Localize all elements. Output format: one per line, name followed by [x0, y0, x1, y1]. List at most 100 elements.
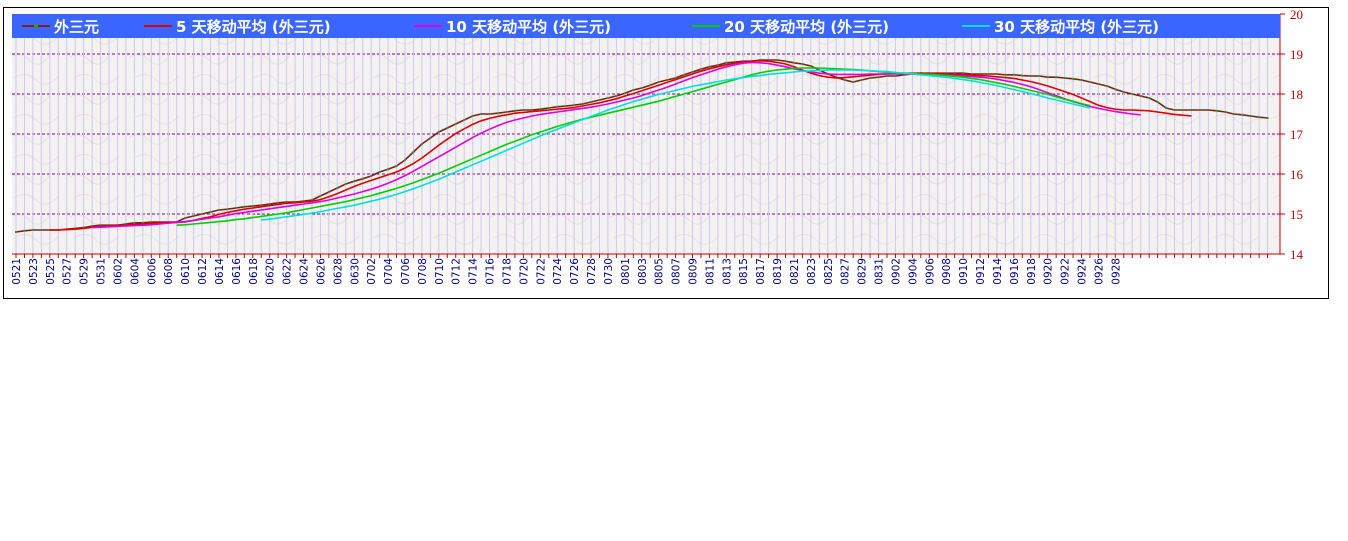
x-tick-label: 0712	[451, 258, 463, 285]
data-point	[1080, 79, 1083, 81]
legend-label: 20 天移动平均 (外三元)	[724, 18, 889, 36]
x-tick-label: 0730	[603, 258, 615, 285]
series-line-1	[49, 59, 1192, 231]
data-point	[666, 79, 669, 81]
x-tick-label: 0624	[299, 258, 311, 285]
data-point	[615, 95, 618, 97]
data-point	[843, 79, 846, 81]
data-point	[556, 105, 559, 108]
data-point	[268, 203, 271, 205]
x-tick-label: 0829	[857, 258, 869, 285]
data-point	[471, 115, 474, 117]
data-point	[1249, 115, 1252, 117]
x-tick-label: 0728	[586, 258, 598, 285]
x-tick-label: 0718	[501, 258, 513, 285]
data-point	[387, 168, 390, 171]
x-tick-label: 0704	[383, 258, 395, 285]
x-tick-label: 0910	[958, 258, 970, 285]
data-point	[310, 199, 313, 201]
data-point	[606, 97, 609, 99]
data-point	[420, 143, 423, 145]
data-point	[1241, 113, 1244, 116]
data-point	[522, 109, 525, 111]
data-point	[344, 183, 347, 185]
data-point	[378, 171, 381, 173]
data-point	[530, 109, 533, 111]
legend-label: 30 天移动平均 (外三元)	[994, 18, 1159, 36]
x-tick-label: 0523	[28, 258, 40, 285]
x-tick-label: 0912	[975, 258, 987, 285]
x-tick-label: 0813	[721, 258, 733, 285]
data-point	[133, 221, 136, 224]
x-tick-label: 0628	[332, 258, 344, 285]
x-tick-label: 0726	[569, 258, 581, 285]
legend: 外三元 5 天移动平均 (外三元) 10 天移动平均 (外三元) 20 天移动平均 (…	[12, 14, 1280, 38]
data-point	[640, 87, 643, 89]
x-tick-label: 0622	[282, 258, 294, 285]
data-point	[1266, 117, 1269, 119]
data-point	[395, 165, 398, 167]
data-point	[40, 229, 43, 231]
x-tick-label: 0928	[1110, 258, 1122, 285]
x-tick-label: 0801	[620, 258, 632, 285]
x-tick-label: 0604	[129, 258, 141, 285]
data-point	[209, 211, 212, 213]
x-tick-label: 0706	[400, 258, 412, 285]
y-tick-label: 16	[1290, 167, 1304, 182]
data-point	[23, 229, 26, 232]
x-tick-label: 0724	[552, 258, 564, 285]
data-point	[962, 72, 965, 75]
x-tick-label: 0626	[315, 258, 327, 285]
x-tick-label: 0916	[1009, 258, 1021, 285]
data-point	[1063, 77, 1066, 79]
data-point	[979, 73, 982, 75]
x-tick-label: 0926	[1093, 258, 1105, 285]
data-point	[1055, 76, 1058, 79]
data-point	[733, 61, 736, 63]
data-point	[184, 217, 187, 219]
data-point	[995, 73, 998, 75]
x-tick-label: 0529	[79, 258, 91, 285]
x-tick-label: 0811	[704, 258, 716, 285]
data-point	[784, 60, 787, 63]
x-tick-label: 0914	[992, 258, 1004, 285]
data-point	[1046, 76, 1049, 79]
data-point	[31, 229, 34, 231]
legend-label: 5 天移动平均 (外三元)	[176, 18, 331, 36]
x-tick-label: 0815	[738, 258, 750, 285]
x-tick-label: 0531	[96, 258, 108, 285]
data-point	[463, 119, 466, 121]
data-point	[674, 77, 677, 79]
data-point	[1139, 95, 1142, 97]
x-tick-label: 0918	[1026, 258, 1038, 285]
legend-label: 外三元	[53, 18, 99, 36]
data-point	[1190, 109, 1193, 111]
data-point	[1038, 75, 1041, 77]
data-point	[403, 159, 406, 161]
legend-label: 10 天移动平均 (外三元)	[446, 18, 611, 36]
data-point	[1012, 73, 1015, 76]
data-point	[581, 103, 584, 105]
data-point	[488, 113, 491, 115]
data-point	[260, 204, 263, 207]
data-point	[623, 92, 626, 95]
legend-marker	[34, 24, 38, 28]
data-point	[649, 84, 652, 87]
x-tick-label: 0521	[11, 258, 23, 285]
y-tick-label: 19	[1290, 47, 1303, 62]
chart-svg: 14 15 16 17 18 19 20 0521 0523 0525 0527 0529 0531 06…	[11, 8, 1304, 285]
y-tick-label: 15	[1290, 207, 1303, 222]
x-tick-label: 0831	[874, 258, 886, 285]
data-point	[759, 59, 762, 61]
x-tick-label: 0702	[366, 258, 378, 285]
data-point	[454, 123, 457, 125]
data-point	[1097, 83, 1100, 85]
data-point	[1004, 73, 1007, 76]
data-point	[1181, 109, 1184, 111]
x-tick-label: 0608	[163, 258, 175, 285]
data-point	[513, 109, 516, 112]
x-tick-label: 0716	[485, 258, 497, 285]
x-tick-label: 0710	[434, 258, 446, 285]
data-point	[497, 112, 500, 115]
data-point	[657, 81, 660, 83]
